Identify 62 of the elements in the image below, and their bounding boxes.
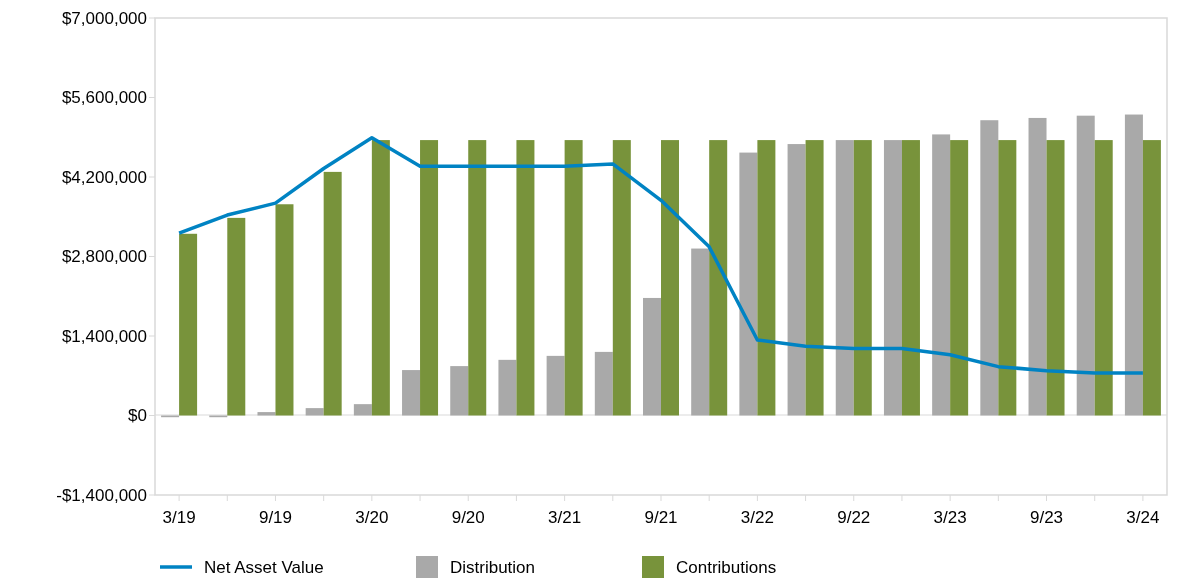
bar bbox=[420, 140, 439, 416]
x-tick-label: 3/22 bbox=[740, 508, 774, 527]
y-tick-label: -$1,400,000 bbox=[56, 485, 147, 505]
bar bbox=[468, 140, 487, 416]
bar bbox=[353, 404, 372, 416]
legend-label: Net Asset Value bbox=[204, 558, 324, 577]
bar bbox=[691, 248, 710, 416]
bar bbox=[498, 359, 517, 416]
y-tick-label: $1,400,000 bbox=[61, 326, 147, 346]
y-tick-label: $2,800,000 bbox=[61, 247, 147, 267]
bar bbox=[402, 370, 421, 416]
legend-label: Distribution bbox=[450, 558, 536, 577]
bar bbox=[787, 144, 806, 416]
bar bbox=[516, 140, 535, 416]
bar bbox=[883, 140, 902, 416]
bar bbox=[661, 140, 679, 416]
bar bbox=[950, 140, 969, 416]
bar bbox=[757, 140, 776, 416]
bar bbox=[564, 140, 583, 416]
x-tick-label: 3/19 bbox=[162, 508, 196, 527]
x-tick-label: 3/24 bbox=[1126, 508, 1160, 527]
bar bbox=[546, 355, 565, 416]
x-tick-label: 9/21 bbox=[644, 508, 678, 527]
bar bbox=[980, 120, 999, 416]
bar bbox=[901, 140, 920, 416]
y-tick-label: $0 bbox=[128, 406, 147, 426]
x-tick-label: 9/22 bbox=[837, 508, 871, 527]
y-tick-label: $5,600,000 bbox=[61, 88, 147, 108]
x-tick-label: 3/21 bbox=[548, 508, 582, 527]
bar bbox=[1094, 140, 1113, 416]
legend-label: Contributions bbox=[676, 558, 777, 577]
bar bbox=[323, 171, 342, 416]
bar bbox=[227, 217, 246, 416]
y-tick-label: $7,000,000 bbox=[61, 8, 147, 28]
bar bbox=[998, 140, 1017, 416]
bar bbox=[739, 152, 758, 416]
bar bbox=[709, 140, 728, 416]
bar bbox=[450, 366, 469, 416]
line-series bbox=[177, 136, 1145, 375]
bar bbox=[594, 351, 613, 416]
bar bbox=[853, 140, 872, 416]
bar bbox=[1028, 117, 1047, 416]
x-tick-label: 9/20 bbox=[451, 508, 485, 527]
bar bbox=[305, 408, 324, 416]
bar bbox=[643, 297, 661, 416]
bar bbox=[1046, 140, 1065, 416]
x-tick-label: 3/23 bbox=[933, 508, 967, 527]
bar bbox=[1142, 140, 1161, 416]
bar bbox=[835, 140, 854, 416]
bar bbox=[275, 204, 294, 416]
bar bbox=[805, 140, 824, 416]
y-tick-label: $4,200,000 bbox=[61, 167, 147, 187]
bar bbox=[371, 140, 390, 416]
bar bbox=[1076, 115, 1095, 416]
x-tick-label: 3/20 bbox=[355, 508, 389, 527]
x-tick-label: 9/23 bbox=[1029, 508, 1064, 527]
bar bbox=[1124, 114, 1143, 416]
bar bbox=[179, 233, 198, 416]
bar bbox=[932, 134, 951, 416]
x-tick-label: 9/19 bbox=[258, 508, 293, 527]
bar bbox=[612, 140, 631, 416]
bar bbox=[257, 412, 276, 416]
